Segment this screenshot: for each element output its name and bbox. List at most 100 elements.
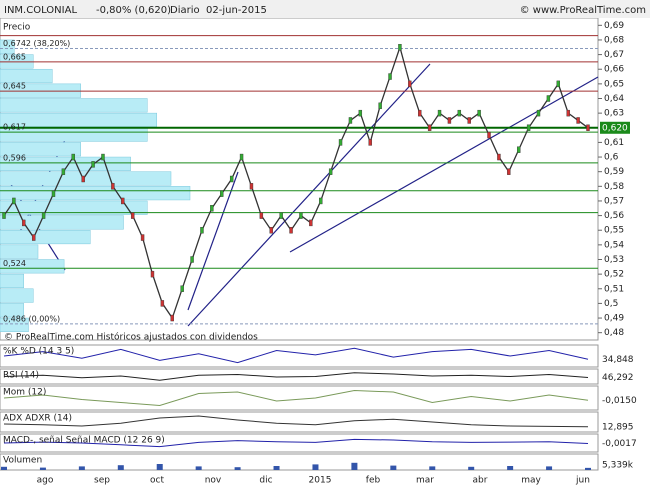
candle [586, 124, 590, 131]
volume-bar [312, 464, 319, 470]
volume-bar [273, 466, 280, 470]
y-tick-label: 0,64 [604, 94, 624, 104]
candle [190, 256, 194, 263]
panel-value: 46,292 [602, 373, 634, 383]
candle [368, 139, 372, 146]
indicator-line [3, 415, 589, 428]
volume-profile-bar [0, 112, 157, 128]
volume-profile-bar [0, 244, 39, 259]
panel-title: %K %D (14 3 5) [3, 347, 74, 357]
level-label: 0,596 [3, 153, 26, 162]
candle [457, 109, 462, 117]
volume-profile-bar [0, 171, 172, 186]
y-tick-label: 0,67 [604, 50, 624, 60]
y-tick-label: 0,55 [604, 226, 624, 236]
y-tick-label: 0,51 [604, 284, 624, 294]
candle [150, 270, 155, 278]
volume-profile-bar [0, 259, 65, 274]
candle [91, 161, 95, 168]
y-tick-label: 0,58 [604, 182, 624, 192]
candle [556, 80, 561, 88]
y-tick-label: 0,56 [604, 211, 624, 221]
x-tick-label: ago [37, 476, 54, 486]
y-tick-label: 0,53 [604, 255, 624, 265]
candle [200, 227, 204, 234]
candle [71, 153, 75, 161]
x-tick-label: oct [150, 476, 164, 486]
current-price-box [600, 121, 630, 134]
x-tick-label: may [521, 476, 541, 486]
candle [526, 124, 531, 131]
level-label: 0,524 [3, 259, 26, 268]
panel-value-box [600, 354, 648, 365]
x-tick-label: sep [94, 476, 110, 486]
candle [546, 95, 551, 102]
candle [378, 102, 382, 110]
panel-title: MACD-, señal Señal MACD (12 26 9) [3, 436, 165, 446]
volume-bar [585, 467, 591, 470]
volume-profile-bar [0, 229, 91, 245]
y-tick-label: 0,69 [604, 21, 624, 31]
candle [447, 117, 452, 124]
candle [467, 117, 471, 124]
candle [566, 109, 570, 117]
candle [289, 227, 293, 234]
candle [487, 131, 491, 139]
candle [12, 197, 16, 205]
candle [170, 314, 174, 322]
candle [319, 197, 323, 205]
candle [388, 73, 392, 80]
volume-profile-bar [0, 288, 34, 303]
candle [51, 190, 56, 197]
candle [239, 153, 244, 161]
candle [121, 197, 125, 205]
candle [2, 212, 6, 219]
volume-bar [39, 467, 46, 470]
candle [41, 212, 46, 219]
candle [507, 168, 511, 175]
panel-value: 12,895 [602, 422, 634, 432]
candle [101, 153, 105, 161]
y-tick-label: 0,54 [604, 240, 624, 250]
candle [269, 227, 273, 234]
volume-bar [351, 462, 358, 470]
indicator-line [3, 347, 589, 364]
volume-bar [78, 466, 85, 470]
price-label: Precio [3, 23, 31, 33]
volume-bar [195, 466, 202, 470]
candle [140, 234, 145, 241]
volume-bar [468, 466, 475, 470]
panel-value: 34,848 [602, 355, 634, 365]
candle [309, 219, 313, 227]
candle [536, 109, 541, 117]
candle [81, 175, 85, 183]
candle [427, 124, 432, 131]
candle [338, 139, 343, 146]
y-tick-label: 0,68 [604, 35, 624, 45]
volume-bar [1, 466, 7, 470]
volume-profile-bar [0, 54, 34, 69]
indicator-line [3, 438, 589, 448]
level-label: 0,486 (0,00%) [3, 314, 60, 323]
current-price-label: 0,620 [602, 123, 628, 133]
candle [61, 168, 66, 175]
candle [477, 109, 481, 117]
candle [517, 146, 521, 153]
volume-bar [390, 465, 397, 470]
date: 02-jun-2015 [206, 5, 267, 16]
panel-value-box [600, 421, 648, 432]
candle [180, 285, 184, 292]
indicator-line [3, 372, 589, 381]
volume-bar [156, 464, 163, 470]
panel-title: ADX ADXR (14) [3, 414, 72, 424]
y-tick-label: 0,57 [604, 196, 624, 206]
volume-bar [507, 466, 514, 470]
candle [160, 300, 165, 307]
panel-value: -0,0017 [602, 439, 637, 449]
candle [31, 234, 36, 241]
y-tick-label: 0,61 [604, 138, 624, 148]
panel-frame [0, 411, 599, 433]
level-label: 0,665 [3, 52, 26, 61]
candle [229, 175, 234, 183]
volume-bar [546, 466, 553, 470]
